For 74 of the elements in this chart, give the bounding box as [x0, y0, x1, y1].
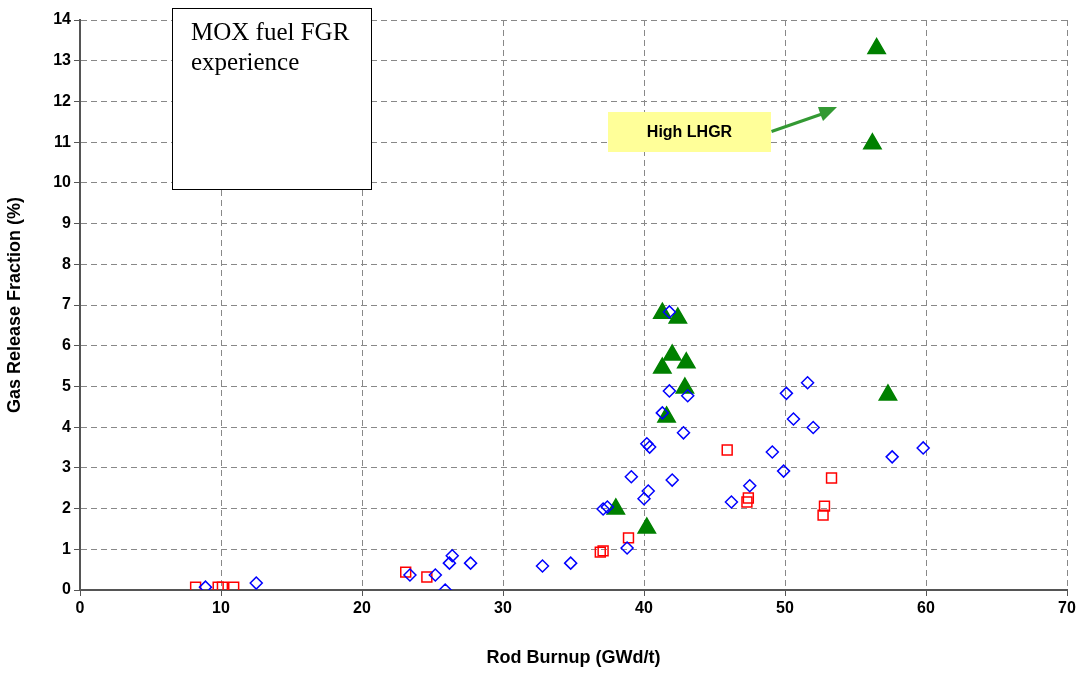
y-tick-label: 0	[62, 580, 72, 598]
point	[786, 412, 801, 426]
x-tick-label: 60	[917, 599, 935, 617]
point	[442, 556, 457, 570]
point	[596, 502, 610, 516]
x-tick-label: 50	[776, 599, 794, 617]
point	[463, 556, 478, 570]
point	[563, 556, 578, 570]
point	[652, 357, 672, 374]
point	[403, 568, 417, 582]
point	[668, 307, 688, 324]
point	[535, 559, 550, 573]
x-tick-label: 70	[1058, 599, 1076, 617]
point	[249, 576, 263, 590]
x-tick-label: 20	[353, 599, 371, 617]
point	[428, 568, 443, 582]
y-tick-label: 4	[62, 417, 72, 435]
point	[863, 133, 882, 150]
point	[724, 495, 739, 509]
y-tick-label: 12	[53, 91, 72, 109]
point	[212, 581, 224, 590]
point	[916, 441, 930, 455]
point	[741, 496, 753, 508]
point	[800, 376, 815, 390]
point	[676, 352, 696, 369]
point	[765, 445, 780, 459]
y-tick-label: 3	[62, 458, 72, 476]
y-tick-label: 2	[62, 498, 72, 516]
point	[742, 492, 755, 504]
point	[624, 470, 639, 484]
point	[680, 389, 695, 403]
y-axis-title: Gas Release Fraction (%)	[3, 196, 24, 414]
x-axis-title: Rod Burnup (GWd/t)	[486, 647, 661, 668]
text-box: MOX fuel FGR experience	[172, 8, 372, 190]
y-tick-label: 7	[62, 295, 72, 313]
y-tick-label: 6	[62, 336, 72, 354]
point	[743, 479, 757, 493]
x-tick-label: 30	[494, 599, 512, 617]
point	[400, 566, 412, 578]
point	[622, 532, 635, 544]
point	[779, 386, 794, 401]
x-tick-label: 0	[75, 599, 85, 617]
point	[676, 426, 691, 440]
point	[776, 464, 791, 478]
y-tick-label: 9	[62, 213, 72, 231]
point	[817, 509, 829, 521]
point	[620, 541, 634, 555]
y-tick-label: 5	[62, 376, 72, 394]
y-tick-label: 14	[53, 10, 72, 28]
point	[662, 344, 682, 361]
y-tick-label: 10	[53, 173, 72, 191]
y-tick-label: 1	[62, 539, 72, 557]
point	[885, 450, 899, 464]
point	[721, 444, 733, 456]
y-tick-label: 13	[53, 51, 72, 69]
point	[825, 472, 838, 484]
point	[641, 484, 655, 498]
point	[665, 473, 679, 487]
x-tick-label: 10	[212, 599, 230, 617]
point	[445, 549, 459, 563]
y-tick-label: 11	[54, 132, 72, 150]
point	[867, 37, 887, 55]
point	[662, 384, 677, 398]
point	[637, 492, 651, 506]
x-tick-label: 40	[635, 599, 653, 617]
annotation: High LHGR	[646, 123, 733, 141]
y-tick-label: 8	[62, 254, 72, 272]
callout-box: High LHGR	[608, 112, 771, 152]
point	[600, 500, 615, 514]
point	[806, 420, 820, 435]
point	[818, 500, 831, 512]
point	[421, 571, 433, 583]
point	[675, 377, 695, 394]
point	[878, 384, 898, 401]
